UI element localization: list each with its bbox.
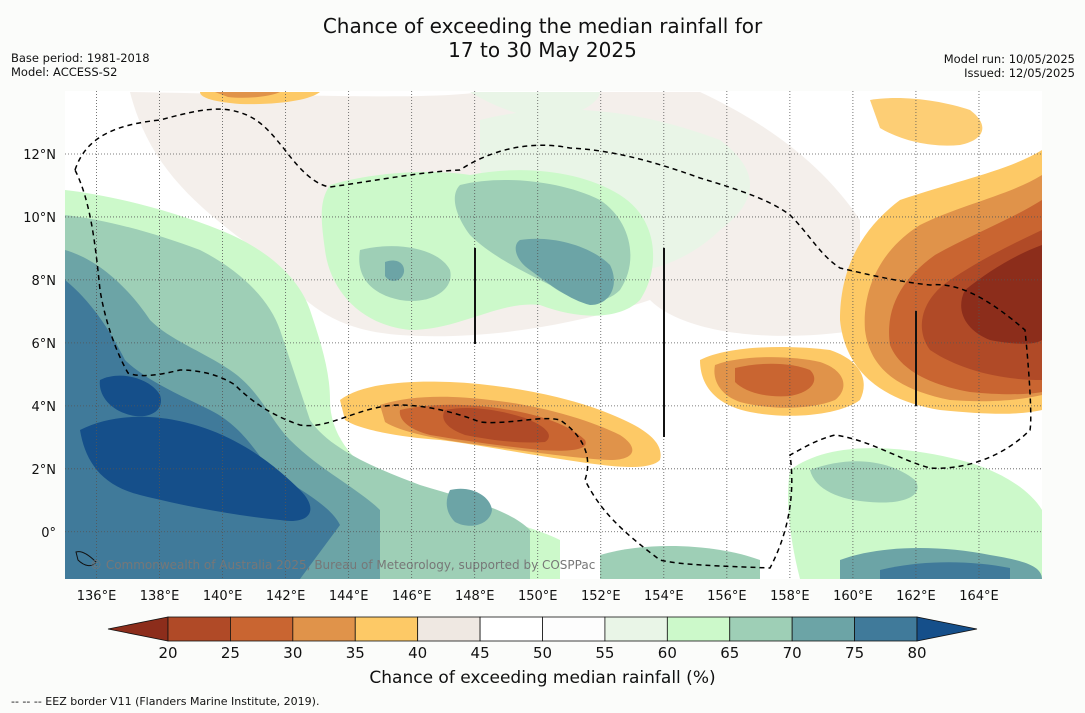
lon-tick-label: 146°E bbox=[392, 589, 432, 604]
colorbar-segment bbox=[167, 616, 231, 642]
colorbar-segment bbox=[854, 616, 918, 642]
colorbar-tick-label: 30 bbox=[283, 644, 302, 662]
lon-tick-label: 152°E bbox=[581, 589, 621, 604]
colorbar-tick-label: 20 bbox=[158, 644, 177, 662]
gridlines bbox=[65, 91, 1042, 579]
colorbar-max-arrow bbox=[916, 616, 978, 642]
lat-axis-labels: 0° 2°N 4°N 6°N 8°N 10°N 12°N bbox=[23, 148, 56, 541]
colorbar-tick-label: 65 bbox=[720, 644, 739, 662]
model-run-text: Model run: 10/05/2025 bbox=[943, 52, 1075, 66]
map-title-line2: 17 to 30 May 2025 bbox=[448, 38, 637, 62]
lon-tick-label: 150°E bbox=[518, 589, 558, 604]
lon-tick-label: 142°E bbox=[266, 589, 306, 604]
base-period-text: Base period: 1981-2018 bbox=[11, 51, 150, 65]
model-text: Model: ACCESS-S2 bbox=[11, 65, 118, 79]
lat-tick-label: 4°N bbox=[32, 400, 57, 415]
lon-tick-label: 144°E bbox=[329, 589, 369, 604]
lon-axis-labels: 136°E 138°E 140°E 142°E 144°E 146°E 148°E 150°E… bbox=[77, 589, 999, 604]
meta-left: Base period: 1981-2018 Model: ACCESS-S2 bbox=[11, 51, 150, 79]
colorbar-segment bbox=[479, 616, 543, 642]
colorbar-tick-label: 75 bbox=[845, 644, 864, 662]
colorbar-tick-label: 55 bbox=[595, 644, 614, 662]
colorbar-min-arrow bbox=[107, 616, 169, 642]
lat-tick-label: 6°N bbox=[32, 337, 57, 352]
lon-tick-label: 164°E bbox=[959, 589, 999, 604]
lat-tick-label: 2°N bbox=[32, 463, 57, 478]
lon-tick-label: 138°E bbox=[140, 589, 180, 604]
colorbar-tick-label: 35 bbox=[346, 644, 365, 662]
colorbar-tick-label: 40 bbox=[408, 644, 427, 662]
lon-tick-label: 154°E bbox=[644, 589, 684, 604]
lon-tick-label: 148°E bbox=[455, 589, 495, 604]
colorbar-tick-label: 50 bbox=[533, 644, 552, 662]
colorbar-tick-label: 25 bbox=[221, 644, 240, 662]
colorbar-segment bbox=[542, 616, 606, 642]
lat-tick-label: 8°N bbox=[32, 274, 57, 289]
colorbar-segment bbox=[354, 616, 419, 642]
colorbar-segment bbox=[729, 616, 793, 642]
lon-tick-label: 158°E bbox=[770, 589, 810, 604]
colorbar-title: Chance of exceeding median rainfall (%) bbox=[369, 668, 716, 688]
colorbar-tick-label: 60 bbox=[658, 644, 677, 662]
lon-tick-label: 156°E bbox=[707, 589, 747, 604]
map-title: Chance of exceeding the median rainfall … bbox=[0, 14, 1085, 62]
colorbar-tick-label: 80 bbox=[907, 644, 926, 662]
colorbar-segment bbox=[791, 616, 855, 642]
colorbar: 20 25 30 35 40 45 50 55 60 65 70 75 80 bbox=[107, 616, 978, 662]
colorbar-segment bbox=[604, 616, 668, 642]
issued-text: Issued: 12/05/2025 bbox=[964, 66, 1075, 80]
colorbar-segment bbox=[292, 616, 356, 642]
lat-tick-label: 10°N bbox=[23, 211, 56, 226]
map-title-line1: Chance of exceeding the median rainfall … bbox=[322, 14, 763, 38]
lon-tick-label: 162°E bbox=[896, 589, 936, 604]
colorbar-segment bbox=[417, 616, 481, 642]
colorbar-tick-label: 70 bbox=[783, 644, 802, 662]
meta-right: Model run: 10/05/2025 Issued: 12/05/2025 bbox=[944, 52, 1075, 80]
colorbar-segment bbox=[230, 616, 294, 642]
lat-tick-label: 12°N bbox=[23, 148, 56, 163]
eez-legend-note: -- -- -- EEZ border V11 (Flanders Marine… bbox=[11, 695, 320, 708]
lon-tick-label: 160°E bbox=[833, 589, 873, 604]
copyright-credit: © Commonwealth of Australia 2025, Bureau… bbox=[90, 558, 596, 572]
colorbar-tick-label: 45 bbox=[471, 644, 490, 662]
lon-tick-label: 140°E bbox=[203, 589, 243, 604]
colorbar-segment bbox=[666, 616, 731, 642]
map-field bbox=[65, 91, 1042, 579]
lon-tick-label: 136°E bbox=[77, 589, 117, 604]
lat-tick-label: 0° bbox=[41, 526, 56, 541]
